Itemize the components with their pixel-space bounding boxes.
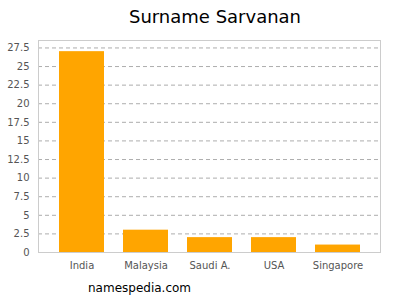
svg-text:17.5: 17.5 <box>7 117 29 128</box>
svg-text:5: 5 <box>23 210 29 221</box>
svg-text:Singapore: Singapore <box>313 260 363 271</box>
svg-text:USA: USA <box>264 260 285 271</box>
html-text:Surname Sarvanan: Surname Sarvanan <box>129 6 301 27</box>
svg-text:Malaysia: Malaysia <box>124 260 168 271</box>
svg-text:India: India <box>70 260 95 271</box>
svg-text:27.5: 27.5 <box>7 42 29 53</box>
svg-text:20: 20 <box>17 98 30 109</box>
svg-text:Saudi A.: Saudi A. <box>190 260 231 271</box>
svg-text:0: 0 <box>23 247 29 258</box>
svg-text:22.5: 22.5 <box>7 79 29 90</box>
svg-text:25: 25 <box>17 61 30 72</box>
svg-text:7.5: 7.5 <box>14 191 30 202</box>
svg-text:15: 15 <box>17 135 30 146</box>
html-text:namespedia.com: namespedia.com <box>88 281 191 295</box>
svg-text:2.5: 2.5 <box>14 228 30 239</box>
svg-text:12.5: 12.5 <box>7 154 29 165</box>
svg-text:10: 10 <box>17 172 30 183</box>
